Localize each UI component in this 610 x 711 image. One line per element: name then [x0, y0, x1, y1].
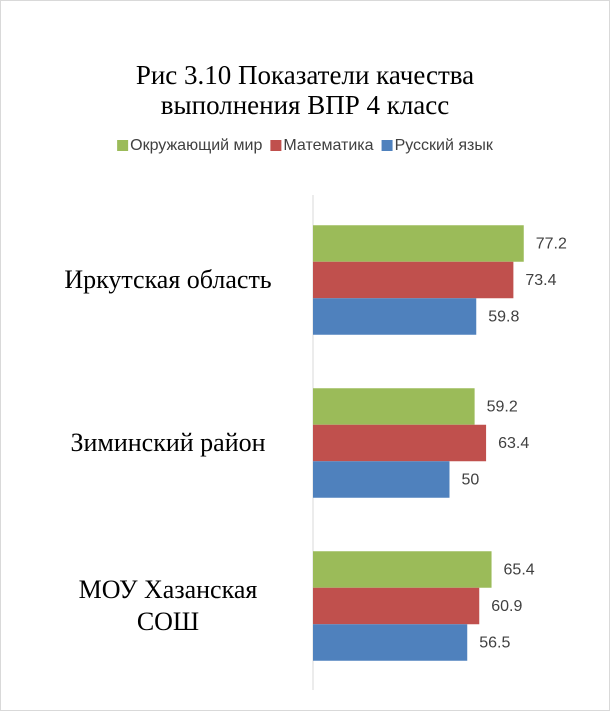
- legend-swatch: [117, 140, 129, 151]
- value-label: 63.4: [498, 435, 529, 452]
- value-label: 65.4: [504, 562, 535, 579]
- bar: [313, 298, 477, 335]
- bar: [313, 388, 475, 425]
- legend-label: Окружающий мир: [130, 137, 262, 154]
- value-label: 60.9: [491, 598, 522, 615]
- category-label: Иркутская область: [64, 265, 272, 294]
- chart-title: Рис 3.10 Показатели качества выполнения В…: [136, 60, 474, 120]
- bar: [313, 551, 492, 588]
- value-label: 56.5: [479, 635, 510, 652]
- bar: [313, 424, 487, 462]
- category-label: Зиминский район: [70, 428, 266, 457]
- legend-swatch: [381, 140, 393, 151]
- bar: [313, 624, 468, 661]
- legend-label: Математика: [283, 137, 373, 154]
- legend-swatch: [270, 140, 282, 151]
- legend: Окружающий мир Математика Русский язык: [117, 137, 494, 154]
- value-label: 73.4: [525, 272, 556, 289]
- value-label: 50: [462, 472, 480, 489]
- bar: [313, 587, 480, 625]
- bar: [313, 261, 514, 299]
- category-label: МОУ Хазанская СОШ: [78, 575, 258, 636]
- value-label: 77.2: [536, 236, 567, 253]
- bar: [313, 461, 450, 498]
- value-label: 59.2: [487, 399, 518, 416]
- bar: [313, 225, 524, 262]
- legend-label: Русский язык: [395, 137, 494, 154]
- value-label: 59.8: [488, 309, 519, 326]
